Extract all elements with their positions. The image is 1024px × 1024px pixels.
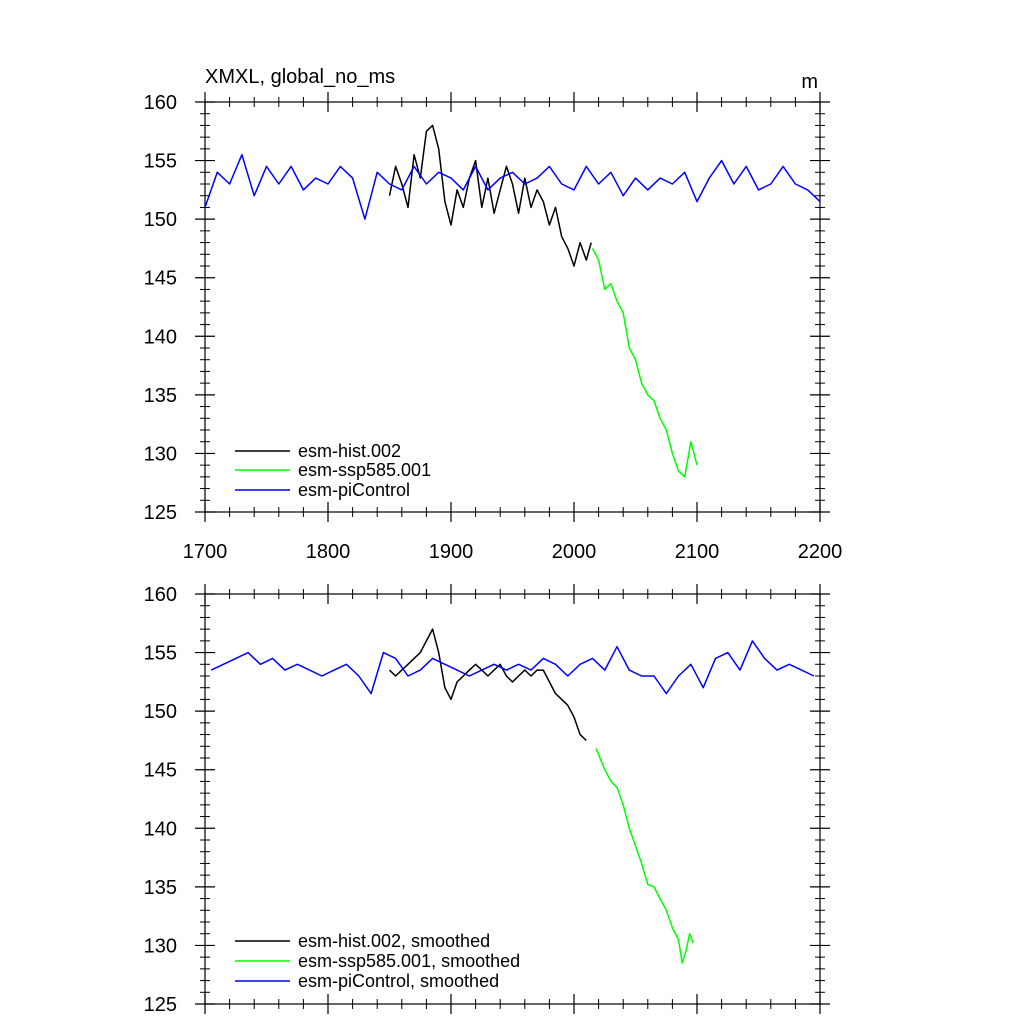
legend-label-ssp585-smoothed: esm-ssp585.001, smoothed [298,951,520,971]
plot-frame [204,593,821,1005]
x-tick-label: 2000 [552,541,597,563]
series-line-esm-ssp585-001-smoothed [595,748,694,964]
y-tick-label: 125 [144,994,177,1016]
plot-frame [204,101,821,513]
y-tick-label: 150 [144,701,177,723]
y-tick-label: 160 [144,92,177,114]
y-tick-label: 125 [144,502,177,524]
legend-panel-1: esm-hist.002 esm-ssp585.001 esm-piContro… [235,441,431,500]
units-label: m [801,71,818,93]
series-line-esm-ssp585-001 [591,248,698,478]
y-tick-label: 145 [144,268,177,290]
chart-title: XMXL, global_no_ms [205,66,395,88]
legend-label-ssp585: esm-ssp585.001 [298,460,431,480]
x-tick-label: 1800 [306,541,351,563]
legend-label-hist: esm-hist.002 [298,441,401,461]
x-tick-label: 1700 [183,541,228,563]
series-line-esm-hist-002-smoothed [388,628,587,741]
legend-panel-2: esm-hist.002, smoothed esm-ssp585.001, s… [235,931,520,991]
y-tick-label: 160 [144,584,177,606]
x-tick-label: 1900 [429,541,474,563]
y-tick-label: 130 [144,443,177,465]
series-line-esm-picontrol-smoothed [210,640,815,695]
y-tick-label: 140 [144,818,177,840]
plot-area-1: 1700 1800 1900 2000 2100 2200 125 130 135 140 145 1… [144,92,843,563]
y-tick-label: 150 [144,209,177,231]
y-tick-label: 135 [144,385,177,407]
y-tick-label: 135 [144,877,177,899]
y-tick-label: 140 [144,326,177,348]
legend-label-picontrol-smoothed: esm-piControl, smoothed [298,971,499,991]
y-tick-label: 155 [144,643,177,665]
panel-1: XMXL, global_no_ms m [205,66,818,93]
series-line-esm-picontrol [204,153,821,220]
x-tick-label: 2100 [675,541,720,563]
y-tick-label: 155 [144,151,177,173]
x-tick-label: 2200 [798,541,843,563]
y-tick-label: 130 [144,935,177,957]
legend-label-hist-smoothed: esm-hist.002, smoothed [298,931,490,951]
legend-label-picontrol: esm-piControl [298,480,410,500]
plot-area-2: 125 130 135 140 145 150 155 160 [144,584,830,1016]
series-line-esm-hist-002 [388,124,592,267]
y-tick-label: 145 [144,760,177,782]
